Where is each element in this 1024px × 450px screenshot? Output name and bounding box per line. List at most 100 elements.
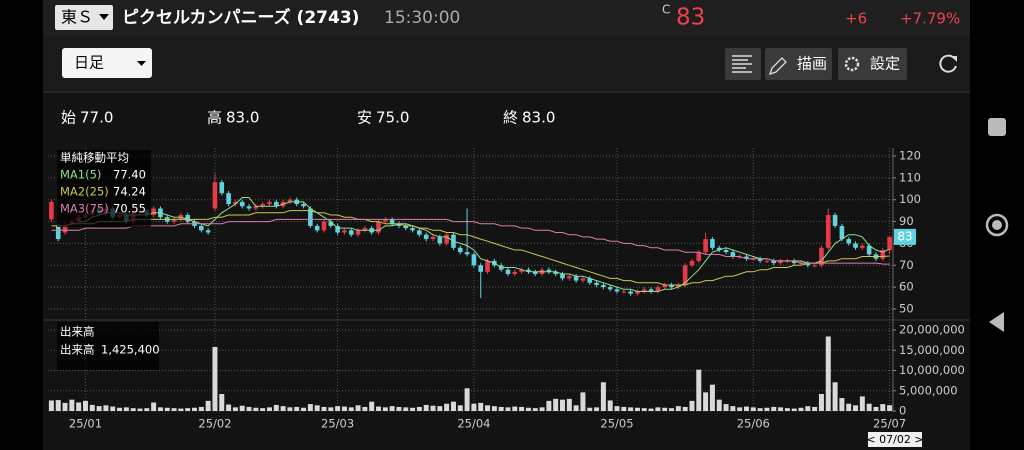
candle-body — [635, 291, 640, 294]
volume-bar — [430, 405, 436, 411]
volume-bar — [846, 403, 852, 411]
dropdown-arrow — [99, 14, 109, 20]
volume-bar — [880, 404, 886, 411]
candle-body — [839, 225, 845, 240]
volume-bar — [757, 408, 763, 411]
volume-bar — [716, 399, 722, 411]
candle-body — [607, 287, 613, 290]
nav-back[interactable] — [989, 312, 1004, 332]
volume-bar — [648, 408, 654, 411]
volume-bar — [743, 406, 749, 411]
candle-body — [233, 201, 238, 205]
ma-line — [78, 197, 890, 292]
candle-body — [703, 239, 708, 253]
volume-bar — [505, 407, 511, 411]
candle-body — [628, 291, 633, 294]
candle-body — [764, 260, 770, 262]
volume-bar — [812, 406, 818, 411]
candle-body — [682, 265, 688, 285]
nav-recents[interactable] — [988, 118, 1006, 136]
volume-bar — [232, 407, 238, 411]
candle-body — [573, 276, 579, 281]
draw-button[interactable] — [765, 48, 832, 80]
volume-bar — [266, 407, 272, 411]
y-tick-label: 5,000,000 — [899, 383, 958, 397]
candle-body — [464, 252, 470, 255]
candle-body — [601, 284, 606, 288]
volume-bar — [239, 405, 245, 411]
candle-body — [321, 221, 327, 231]
header-bar — [43, 0, 970, 36]
volume-bar — [634, 407, 640, 411]
candle-body — [403, 225, 409, 229]
volume-bar — [669, 408, 675, 411]
volume-bar — [519, 406, 525, 411]
date-box[interactable] — [868, 432, 922, 447]
last-price: 83 — [897, 229, 912, 243]
period-dropdown[interactable] — [62, 48, 152, 78]
candle-body — [614, 289, 620, 292]
candle-body — [362, 228, 368, 231]
candle-body — [791, 260, 797, 264]
settings-button[interactable] — [838, 48, 907, 80]
candle-body — [519, 269, 524, 272]
volume-bar — [362, 406, 368, 411]
candle-body — [553, 271, 558, 275]
candle-body — [444, 234, 449, 244]
candle-body — [744, 256, 749, 259]
candle-body — [887, 236, 892, 250]
low-value: 75.0 — [376, 109, 409, 127]
volume-bar — [437, 406, 443, 411]
candle-body — [785, 260, 790, 262]
volume-bar — [171, 408, 177, 411]
candle-body — [567, 276, 572, 279]
x-tick-label: 25/03 — [321, 417, 354, 431]
volume-bar — [253, 407, 259, 411]
volume-bar — [144, 408, 150, 411]
candle-body — [853, 243, 858, 248]
candle-body — [185, 215, 190, 222]
volume-bar — [866, 403, 872, 411]
candle-body — [832, 215, 838, 226]
volume-bar — [525, 407, 531, 411]
y-tick-label: 70 — [899, 258, 914, 272]
candle-body — [730, 252, 736, 257]
candle-body — [301, 204, 306, 207]
refresh-icon[interactable] — [939, 54, 957, 73]
candle-body — [260, 204, 265, 207]
volume-bar — [123, 407, 129, 411]
volume-bar — [573, 405, 579, 411]
volume-bar — [485, 405, 491, 411]
x-tick-label: 25/02 — [198, 417, 231, 431]
candle-body — [846, 239, 852, 244]
candle-body — [457, 247, 463, 253]
candle-body — [778, 260, 783, 264]
volume-bar — [376, 406, 382, 411]
candle-body — [505, 269, 511, 275]
volume-bar — [82, 400, 88, 411]
candle-body — [62, 225, 68, 233]
market-dropdown[interactable] — [55, 5, 113, 30]
legend-value: 70.55 — [113, 202, 146, 216]
volume-bar — [887, 405, 893, 411]
volume-bar — [137, 408, 143, 411]
volume-bar — [48, 400, 54, 411]
volume-bar — [457, 405, 463, 411]
candle-body — [314, 225, 320, 231]
volume-bar — [219, 393, 225, 411]
candle-body — [246, 206, 252, 209]
candle-body — [355, 230, 361, 235]
nav-home[interactable] — [985, 213, 1009, 237]
candle-body — [587, 278, 593, 283]
candle-body — [676, 284, 681, 288]
candle-body — [239, 201, 245, 207]
candle-body — [273, 201, 279, 207]
volume-bar — [260, 408, 266, 411]
volume-bar — [410, 407, 416, 411]
candle-body — [594, 282, 599, 285]
candle-body — [423, 234, 429, 240]
volume-bar — [314, 405, 320, 411]
volume-bar — [784, 408, 790, 411]
candle-body — [417, 230, 422, 235]
volume-bar — [614, 406, 620, 411]
